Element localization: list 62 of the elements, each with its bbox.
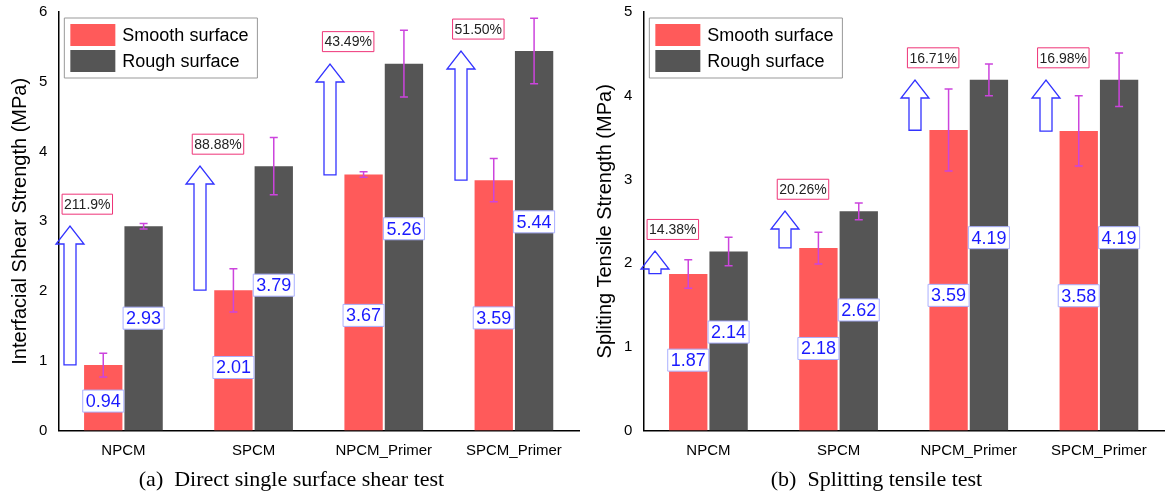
bar bbox=[384, 63, 424, 431]
x-tick-label: NPCM_Primer bbox=[335, 440, 433, 458]
y-axis-title: Spliting Tensile Strength (MPa) bbox=[592, 84, 615, 359]
data-label: 4.19 bbox=[971, 227, 1007, 248]
legend-label: Smooth surface bbox=[122, 24, 249, 45]
y-tick-label: 1 bbox=[624, 337, 633, 355]
x-tick-label: SPCM bbox=[816, 440, 861, 458]
x-tick-label: NPCM bbox=[686, 440, 731, 458]
y-tick-label: 6 bbox=[39, 2, 48, 20]
data-label: 3.79 bbox=[256, 275, 292, 296]
data-label: 3.58 bbox=[1061, 285, 1097, 306]
x-tick-label: NPCM_Primer bbox=[920, 440, 1018, 458]
annotation: 16.98% bbox=[1039, 49, 1088, 66]
annotation: 88.88% bbox=[194, 136, 242, 153]
legend-label: Rough surface bbox=[707, 50, 825, 71]
annotation: 211.9% bbox=[64, 196, 111, 213]
bar bbox=[344, 174, 383, 431]
data-label: 5.26 bbox=[386, 218, 422, 239]
y-tick-label: 1 bbox=[39, 350, 48, 368]
data-label: 3.59 bbox=[476, 307, 512, 328]
data-label: 4.19 bbox=[1101, 227, 1137, 248]
data-label: 2.62 bbox=[841, 299, 877, 320]
data-label: 1.87 bbox=[670, 350, 706, 371]
y-tick-label: 3 bbox=[39, 211, 48, 229]
y-tick-label: 0 bbox=[624, 420, 633, 438]
data-label: 0.94 bbox=[85, 391, 121, 412]
data-label: 2.93 bbox=[126, 308, 162, 329]
bar bbox=[1099, 79, 1139, 431]
x-tick-label: SPCM_Primer bbox=[465, 440, 562, 458]
bar bbox=[124, 226, 163, 431]
annotation: 16.71% bbox=[909, 49, 957, 66]
y-axis-title: Interfacial Shear Strength (MPa) bbox=[7, 77, 30, 365]
annotation: 14.38% bbox=[649, 221, 697, 238]
x-tick-label: SPCM bbox=[231, 440, 276, 458]
data-label: 3.67 bbox=[346, 305, 382, 326]
data-label: 3.59 bbox=[931, 285, 967, 306]
bar bbox=[1059, 130, 1098, 431]
y-tick-label: 5 bbox=[39, 71, 48, 89]
y-tick-label: 0 bbox=[39, 420, 48, 438]
bar bbox=[514, 51, 554, 431]
data-label: 2.01 bbox=[215, 357, 251, 378]
x-tick-label: NPCM bbox=[101, 440, 146, 458]
y-tick-label: 2 bbox=[39, 281, 48, 299]
annotation: 51.50% bbox=[454, 20, 503, 37]
data-label: 5.44 bbox=[516, 211, 552, 232]
text: (b) Splitting tensile test bbox=[770, 465, 983, 491]
legend-label: Rough surface bbox=[122, 50, 240, 71]
data-label: 2.18 bbox=[800, 338, 836, 359]
bar bbox=[929, 130, 968, 431]
x-tick-label: SPCM_Primer bbox=[1050, 440, 1147, 458]
y-tick-label: 3 bbox=[624, 169, 633, 187]
bar bbox=[969, 79, 1009, 431]
bar bbox=[254, 166, 293, 431]
legend-label: Smooth surface bbox=[707, 24, 834, 45]
annotation: 20.26% bbox=[779, 181, 827, 198]
y-tick-label: 4 bbox=[624, 85, 633, 103]
annotation: 43.49% bbox=[324, 33, 372, 50]
y-tick-label: 4 bbox=[39, 141, 48, 159]
text: (a) Direct single surface shear test bbox=[138, 465, 445, 491]
y-tick-label: 5 bbox=[624, 2, 633, 20]
data-label: 2.14 bbox=[711, 322, 747, 343]
y-tick-label: 2 bbox=[624, 253, 633, 271]
